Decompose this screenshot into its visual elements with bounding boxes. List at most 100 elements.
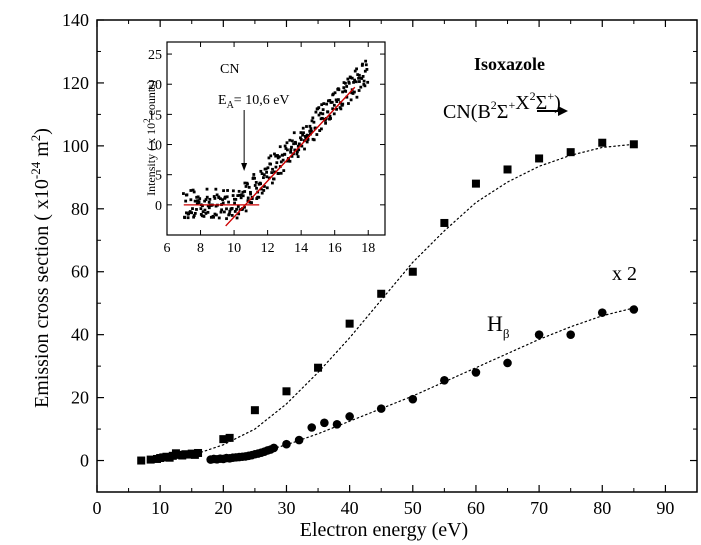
inset-data-point: [283, 144, 287, 148]
inset-data-point: [313, 126, 317, 130]
inset-data-point: [257, 195, 261, 199]
inset-y-tick-label: 10: [148, 139, 162, 154]
inset-data-point: [196, 195, 200, 199]
inset-data-point: [215, 193, 219, 197]
hbeta-label-base: H: [487, 311, 503, 336]
cn-label-sup2: +: [508, 98, 515, 112]
inset-data-point: [353, 90, 356, 94]
inset-data-point: [344, 89, 348, 93]
inset-data-point: [362, 79, 366, 83]
inset-data-point: [204, 212, 208, 215]
inset-data-point: [252, 173, 256, 176]
inset-data-point: [260, 172, 264, 176]
inset-data-point: [277, 155, 281, 159]
y-tick-label: 20: [71, 388, 89, 408]
inset-data-point: [337, 88, 341, 92]
data-point-square: [408, 267, 417, 276]
inset-data-point: [277, 172, 280, 175]
inset-data-point: [199, 207, 203, 211]
inset-linear-fit: [225, 86, 356, 227]
inset-data-point: [312, 120, 316, 124]
inset-data-point: [212, 195, 216, 198]
inset-data-point: [243, 181, 247, 185]
inset-data-point: [349, 98, 353, 102]
inset-data-point: [305, 133, 309, 137]
inset-data-point: [281, 153, 285, 157]
inset-data-point: [228, 212, 231, 216]
hbeta-label: Hβ: [487, 311, 510, 341]
inset-data-point: [320, 103, 324, 107]
inset-data-point: [358, 80, 361, 83]
data-point-square: [535, 154, 544, 163]
inset-data-point: [239, 193, 243, 197]
data-point-square: [282, 387, 291, 396]
inset-data-point: [279, 160, 283, 164]
inset-data-point: [357, 89, 361, 92]
inset-data-point: [244, 209, 248, 213]
inset-data-point: [200, 214, 204, 218]
inset-data-point: [285, 159, 289, 163]
inset-data-point: [354, 80, 358, 84]
inset-x-tick-label: 10: [227, 241, 241, 256]
inset-data-point: [364, 59, 368, 63]
inset-data-point: [364, 63, 368, 67]
inset-data-point: [207, 206, 211, 210]
data-point-square: [377, 289, 386, 298]
inset-data-point: [335, 100, 339, 104]
inset-data-point: [275, 161, 279, 165]
inset-plot: 6 8 10 12 14 16 18 0 5 10 15 20 25: [148, 41, 386, 256]
inset-data-point: [247, 185, 251, 189]
data-point-square: [566, 148, 575, 157]
y-tick-label: 120: [62, 73, 89, 93]
inset-data-point: [267, 156, 271, 160]
inset-data-point: [267, 176, 271, 180]
inset-data-point: [366, 80, 370, 84]
inset-data-point: [204, 198, 208, 201]
inset-data-point: [214, 187, 218, 191]
inset-data-point: [238, 193, 242, 197]
inset-data-point: [353, 78, 356, 82]
inset-data-point: [315, 133, 319, 136]
x-tick-label: 90: [656, 498, 674, 518]
inset-data-point: [220, 208, 224, 212]
inset-data-point: [357, 73, 361, 77]
y-axis-label-mid: m: [31, 141, 53, 162]
inset-data-point: [322, 102, 326, 106]
inset-ylabel-sup: 2: [142, 118, 152, 123]
inset-data-point: [308, 129, 312, 133]
x-axis-label: Electron energy (eV): [300, 519, 468, 541]
inset-data-point: [290, 145, 293, 149]
data-point-circle: [503, 358, 512, 368]
inset-data-point: [301, 133, 305, 137]
inset-ylabel-post: counts): [144, 80, 158, 118]
inset-data-point: [262, 173, 266, 177]
inset-data-point: [269, 162, 272, 166]
inset-data-point: [207, 200, 211, 204]
inset-data-point: [359, 85, 363, 89]
inset-data-point: [290, 154, 294, 158]
inset-data-point: [305, 140, 309, 144]
y-tick-label: 40: [71, 325, 89, 345]
inset-data-point: [185, 211, 188, 215]
inset-data-point: [233, 210, 237, 213]
inset-data-point: [198, 197, 202, 201]
inset-data-point: [190, 211, 194, 215]
data-point-circle: [408, 394, 418, 404]
data-point-circle: [294, 435, 304, 445]
inset-data-point: [346, 77, 350, 81]
inset-data-point: [288, 138, 292, 142]
inset-data-point: [214, 204, 218, 208]
inset-data-point: [189, 189, 193, 192]
data-point-circle: [282, 439, 291, 449]
inset-data-point: [246, 196, 250, 200]
inset-x-tick-label: 12: [261, 241, 275, 256]
data-point-circle: [597, 308, 607, 317]
data-point-circle: [566, 330, 575, 339]
inset-data-point: [365, 68, 369, 71]
y-tick-label: 0: [80, 451, 89, 471]
data-point-circle: [376, 404, 386, 413]
inset-data-point: [296, 144, 300, 148]
inset-data-point: [196, 199, 200, 203]
inset-data-point: [192, 215, 196, 219]
